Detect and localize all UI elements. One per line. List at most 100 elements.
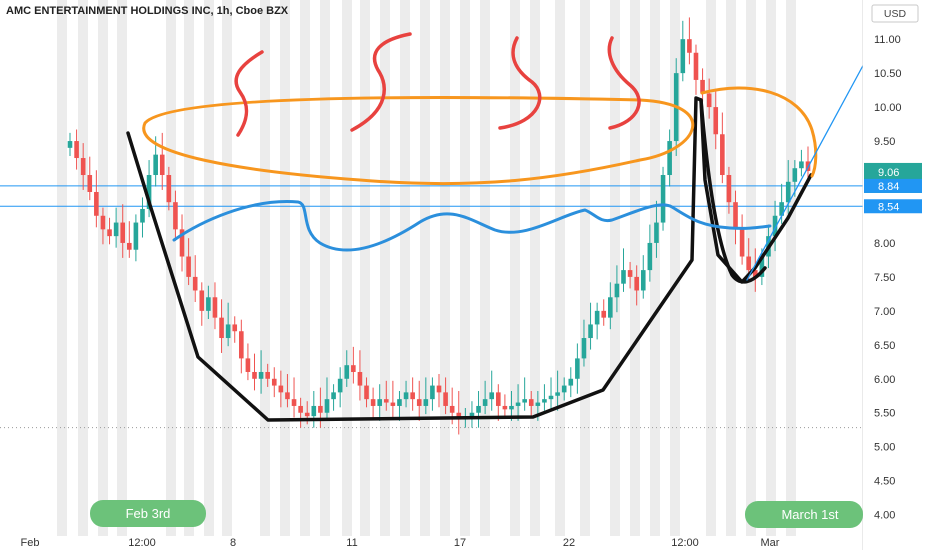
candle-body-47 <box>377 399 383 406</box>
candle-body-48 <box>383 399 389 403</box>
candle-16 <box>173 190 178 241</box>
candle-body-83 <box>614 283 620 298</box>
candle-body-107 <box>772 215 778 237</box>
candle-5 <box>100 207 106 245</box>
candle-69 <box>522 377 527 411</box>
candle-body-88 <box>647 242 653 271</box>
candle-17 <box>179 214 185 272</box>
candle-body-6 <box>107 229 112 237</box>
candle-body-93 <box>680 39 686 74</box>
candle-57 <box>443 377 448 415</box>
candle-39 <box>324 377 330 421</box>
candle-88 <box>647 224 653 282</box>
candle-body-44 <box>357 371 363 386</box>
candle-11 <box>140 197 145 238</box>
candle-body-4 <box>94 191 99 216</box>
candle-body-22 <box>212 297 218 318</box>
candle-body-0 <box>67 141 73 148</box>
candle-80 <box>594 302 600 340</box>
candle-body-75 <box>561 385 567 393</box>
feb-3rd-label: Feb 3rd <box>90 500 206 527</box>
x-tick-4: 17 <box>454 537 466 549</box>
candle-body-50 <box>397 399 402 406</box>
candle-70 <box>528 391 534 418</box>
candle-22 <box>212 282 218 330</box>
candle-87 <box>640 255 646 299</box>
candle-body-62 <box>476 405 481 413</box>
session-band-2 <box>98 0 108 536</box>
candle-63 <box>482 380 488 415</box>
y-tick-6.50: 6.50 <box>874 340 895 352</box>
candle-40 <box>331 384 336 411</box>
candle-20 <box>199 282 205 326</box>
candle-body-87 <box>640 270 646 291</box>
session-band-23 <box>580 0 590 536</box>
candle-body-38 <box>318 405 323 413</box>
orange-arc <box>700 86 818 178</box>
candle-61 <box>469 401 475 428</box>
y-tick-10.00: 10.00 <box>874 102 902 114</box>
candle-body-101 <box>733 202 738 230</box>
session-band-20 <box>510 0 520 536</box>
session-band-16 <box>420 0 430 536</box>
session-band-31 <box>766 0 776 536</box>
candle-body-40 <box>331 392 336 400</box>
candle-21 <box>206 285 211 320</box>
candle-97 <box>706 78 712 119</box>
candle-96 <box>700 68 705 102</box>
candle-body-31 <box>271 378 277 386</box>
candle-body-21 <box>206 297 211 311</box>
candle-body-49 <box>390 402 396 406</box>
price-label-8.84: 8.84 <box>864 178 922 193</box>
candle-100 <box>726 166 732 214</box>
candle-body-105 <box>759 256 765 277</box>
candle-body-110 <box>792 168 798 182</box>
candle-body-82 <box>608 297 613 318</box>
x-tick-1: 12:00 <box>128 537 156 549</box>
session-band-13 <box>360 0 370 536</box>
candle-26 <box>239 319 244 374</box>
hand-drawings <box>126 32 867 422</box>
candle-89 <box>654 200 659 258</box>
session-band-25 <box>630 0 640 536</box>
session-band-28 <box>706 0 716 536</box>
candle-body-42 <box>344 365 350 379</box>
candle-83 <box>614 265 620 313</box>
candle-body-102 <box>739 229 745 257</box>
candle-78 <box>581 319 587 367</box>
candle-body-69 <box>522 399 527 403</box>
candle-19 <box>192 255 198 303</box>
candle-body-19 <box>192 276 198 291</box>
candle-73 <box>548 377 554 411</box>
candle-14 <box>159 132 165 190</box>
blue-trend-line <box>746 59 867 281</box>
candle-25 <box>232 316 238 343</box>
price-label-8.54: 8.54 <box>864 199 922 214</box>
candle-111 <box>799 149 804 177</box>
session-band-26 <box>650 0 660 536</box>
candle-42 <box>344 350 350 387</box>
candle-45 <box>364 377 369 408</box>
y-tick-8.00: 8.00 <box>874 238 895 250</box>
currency-selector[interactable]: USD <box>871 4 919 23</box>
candle-51 <box>403 380 409 408</box>
candle-48 <box>383 380 389 411</box>
candle-2 <box>80 143 86 190</box>
candle-body-72 <box>542 399 547 403</box>
candle-body-33 <box>285 392 290 400</box>
blue-wavy-line <box>172 200 772 252</box>
candle-82 <box>608 282 613 330</box>
candle-107 <box>772 200 778 252</box>
candle-body-91 <box>667 141 672 176</box>
candle-body-103 <box>746 256 752 271</box>
candle-90 <box>660 166 666 231</box>
candle-body-80 <box>594 310 600 325</box>
candle-body-11 <box>140 208 145 223</box>
candle-body-74 <box>555 392 560 396</box>
candle-75 <box>561 377 567 401</box>
candle-8 <box>120 204 126 258</box>
candle-77 <box>575 343 580 394</box>
candle-0 <box>67 132 73 156</box>
candle-95 <box>693 44 699 95</box>
